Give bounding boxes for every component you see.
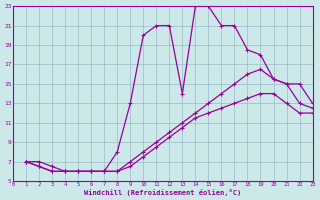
X-axis label: Windchill (Refroidissement éolien,°C): Windchill (Refroidissement éolien,°C) <box>84 189 242 196</box>
